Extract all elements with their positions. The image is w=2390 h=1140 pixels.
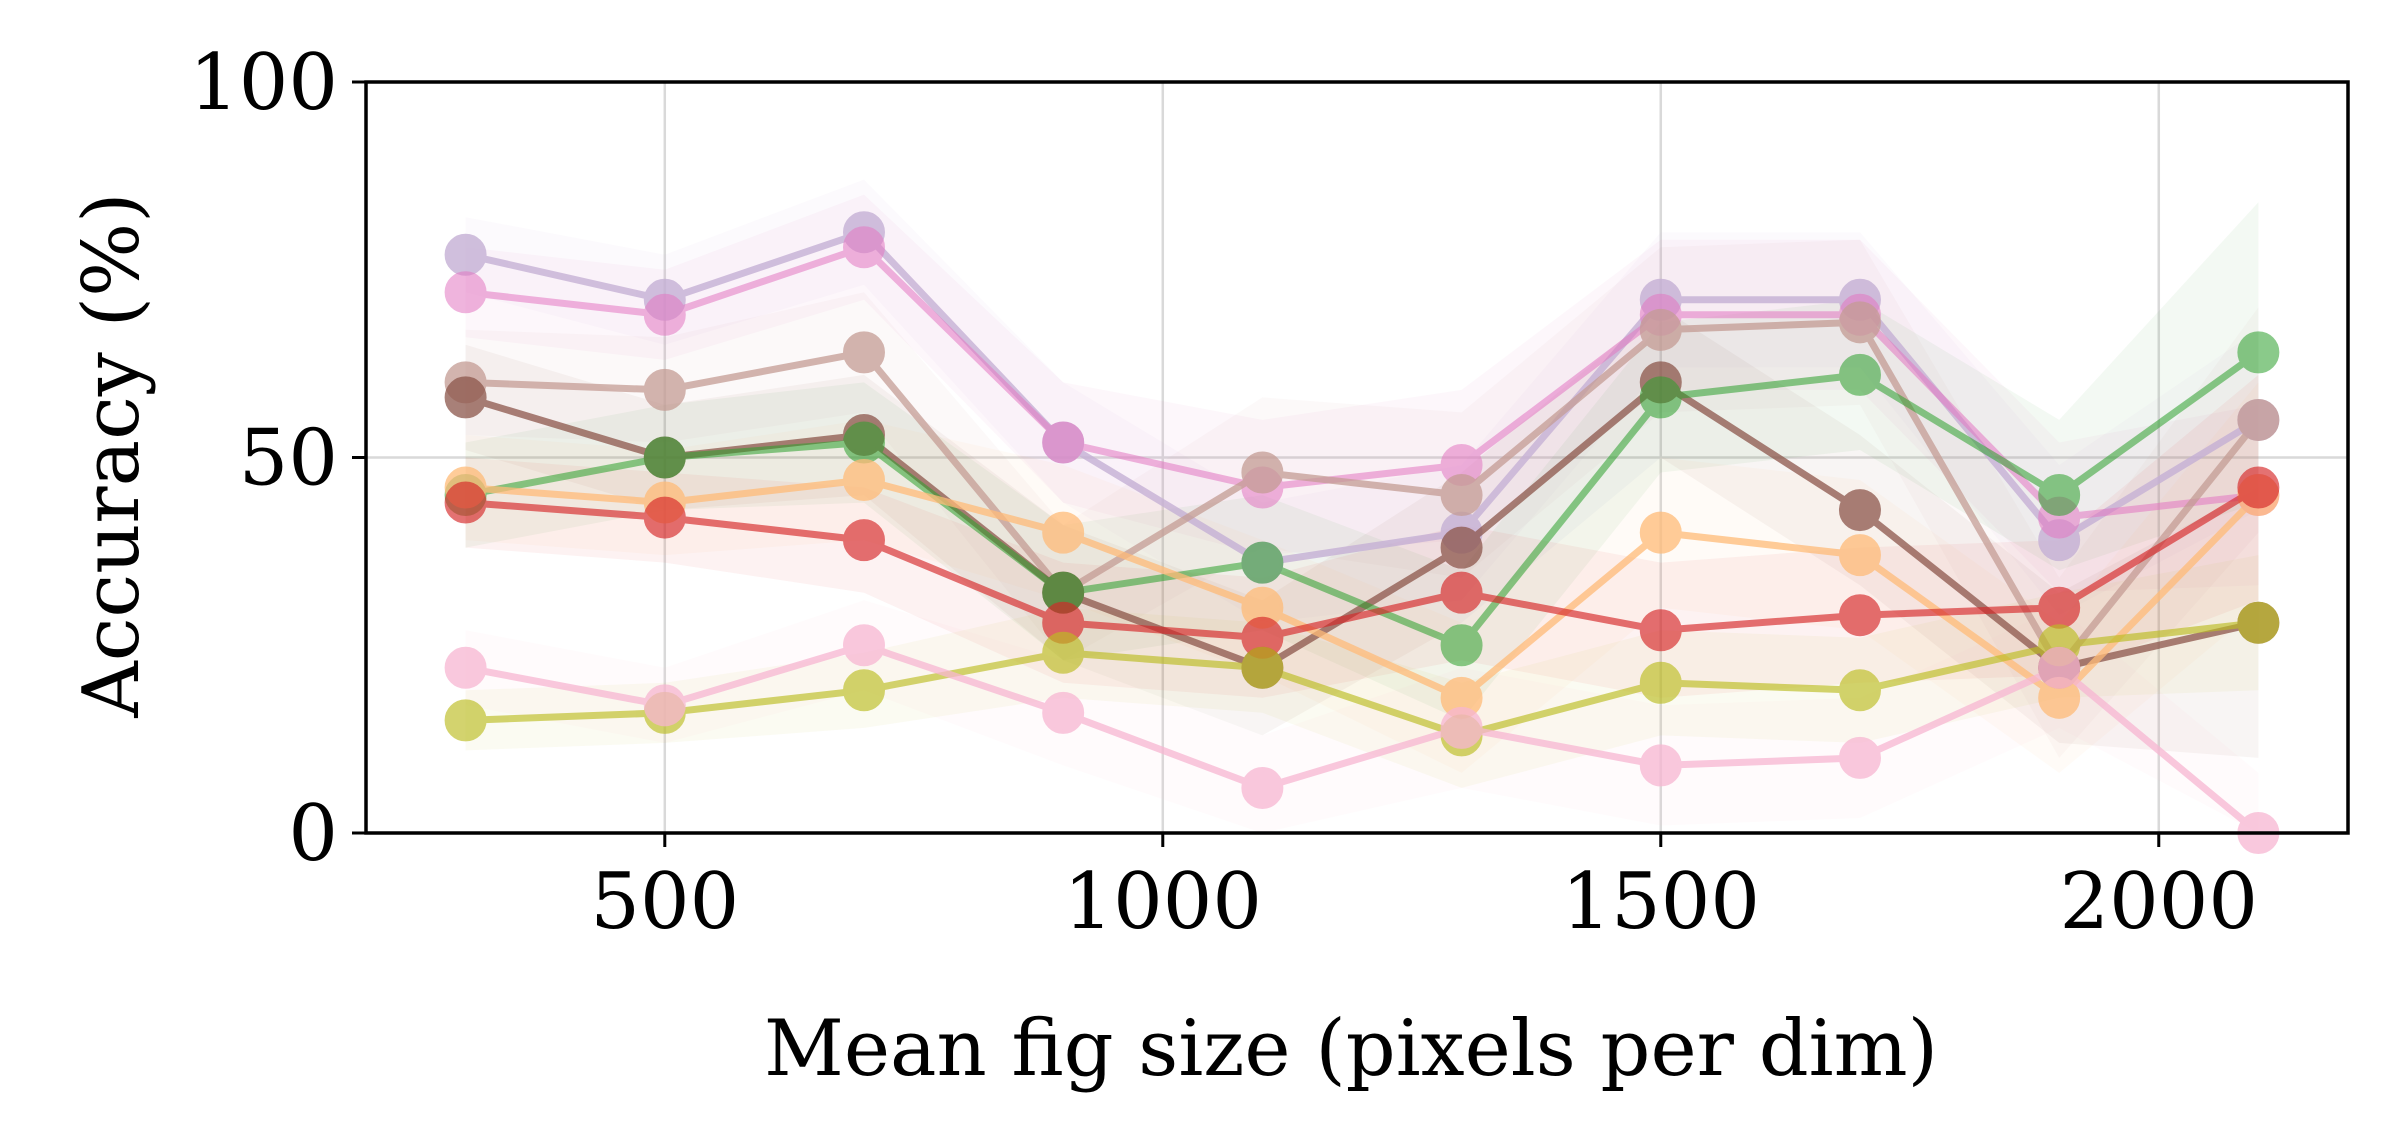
data-point (643, 684, 686, 727)
confidence-band (465, 179, 2259, 623)
series-line (465, 476, 2261, 702)
data-point (1440, 706, 1483, 749)
x-axis-label: Mean fig size (pixels per dim) (764, 1004, 1938, 1094)
data-point (1838, 669, 1881, 712)
data-point (1042, 511, 1085, 554)
data-point (1838, 489, 1881, 532)
confidence-band (465, 555, 2259, 788)
x-tick-label: 2000 (2060, 857, 2259, 947)
data-point (1042, 631, 1085, 674)
y-tick-label: 50 (239, 414, 338, 504)
y-tick-label: 0 (288, 789, 338, 879)
confidence-band (465, 202, 2259, 721)
data-point (444, 646, 487, 689)
data-point (2038, 586, 2081, 629)
y-tick-label: 100 (189, 38, 338, 128)
data-point (1838, 534, 1881, 577)
data-point (2237, 398, 2280, 441)
data-point (643, 436, 686, 479)
x-tick-label: 1500 (1562, 857, 1761, 947)
data-point (1440, 526, 1483, 569)
data-point (1440, 624, 1483, 667)
confidence-band (465, 307, 2259, 758)
data-point (643, 293, 686, 336)
data-point (1639, 661, 1682, 704)
data-point (444, 481, 487, 524)
data-point (842, 624, 885, 667)
series-line (464, 349, 2261, 649)
series-line (465, 318, 2262, 672)
data-point (2038, 474, 2081, 517)
data-point (1440, 474, 1483, 517)
data-point (1639, 376, 1682, 419)
data-point (842, 519, 885, 562)
data-point (2237, 331, 2280, 374)
series-group (444, 624, 2280, 854)
data-point (842, 459, 885, 502)
series-lines (444, 211, 2280, 854)
data-point (2237, 601, 2280, 644)
data-point (444, 376, 487, 419)
data-point (1440, 571, 1483, 614)
data-point (1042, 691, 1085, 734)
series-line (465, 619, 2259, 739)
data-point (842, 331, 885, 374)
data-point (444, 233, 487, 276)
data-point (1241, 541, 1284, 584)
data-point (1639, 308, 1682, 351)
data-point (1639, 511, 1682, 554)
data-point (842, 669, 885, 712)
data-point (1838, 353, 1881, 396)
data-point (643, 368, 686, 411)
data-point (1838, 736, 1881, 779)
data-point (2038, 646, 2081, 689)
y-axis-label: Accuracy (%) (67, 192, 157, 718)
data-point (444, 271, 487, 314)
series-line (464, 641, 2261, 836)
data-point (1838, 301, 1881, 344)
data-point (1042, 421, 1085, 464)
data-point (1639, 609, 1682, 652)
data-point (842, 421, 885, 464)
x-tick-label: 500 (590, 857, 739, 947)
data-point (444, 699, 487, 742)
data-point (842, 226, 885, 269)
data-point (1241, 451, 1284, 494)
data-point (1838, 594, 1881, 637)
data-point (643, 496, 686, 539)
data-point (2237, 466, 2280, 509)
data-point (1639, 744, 1682, 787)
data-point (1241, 646, 1284, 689)
data-point (1241, 766, 1284, 809)
series-line (465, 243, 2259, 522)
series-line (465, 484, 2261, 642)
confidence-band (465, 239, 2259, 758)
x-tick-label: 1000 (1064, 857, 1263, 947)
confidence-band (465, 600, 2259, 833)
axis-ticks: 500 1000 1500 2000 0 50 100 (189, 38, 2258, 947)
